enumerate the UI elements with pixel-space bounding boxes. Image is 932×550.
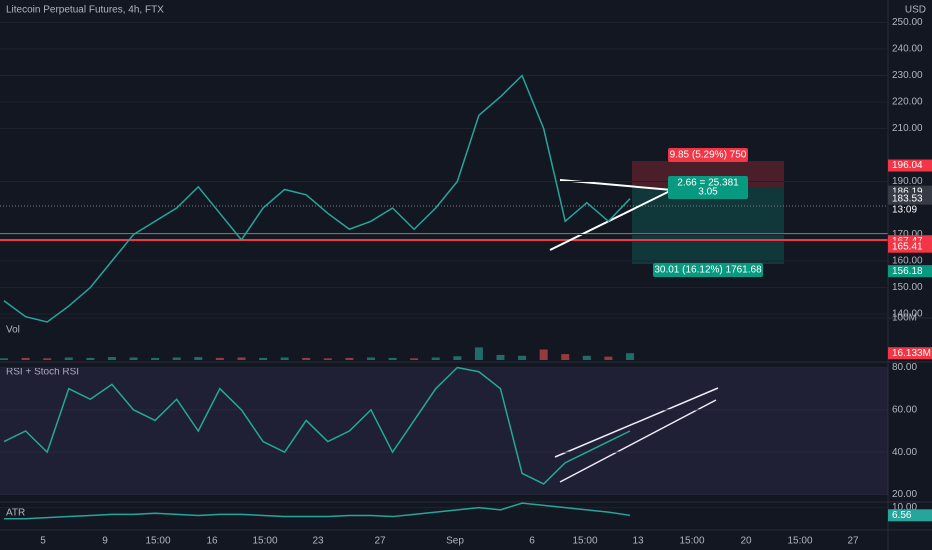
x-tick-label: 6 <box>529 536 535 547</box>
volume-title: Vol <box>6 325 20 336</box>
x-tick-label: 20 <box>740 536 752 547</box>
volume-bar <box>604 356 613 360</box>
volume-bar <box>474 347 483 360</box>
annotation: 9.85 (5.29%) 750 <box>670 150 747 161</box>
volume-label-bg <box>888 347 932 360</box>
price-label: 183.53 <box>892 193 923 204</box>
volume-bar <box>453 356 462 360</box>
y-tick-label: 190.00 <box>892 176 923 187</box>
x-tick-label: 15:00 <box>679 536 704 547</box>
volume-bar <box>86 357 95 360</box>
x-tick-label: 16 <box>206 536 218 547</box>
volume-bar <box>129 357 138 360</box>
volume-bar <box>518 355 527 360</box>
volume-label: 16.133M <box>892 348 931 359</box>
y-tick-label: 40.00 <box>892 447 917 458</box>
volume-bar <box>0 358 8 360</box>
chart-title: Litecoin Perpetual Futures, 4h, FTX <box>6 5 164 16</box>
volume-bar <box>302 357 311 360</box>
y-tick-label: 10.00 <box>892 502 917 513</box>
volume-bar <box>194 357 203 360</box>
volume-bar <box>237 357 246 360</box>
volume-bar <box>388 357 397 360</box>
rsi-title: RSI + Stoch RSI <box>6 367 79 378</box>
y-tick-label: 140.00 <box>892 309 923 320</box>
y-tick-label: 160.00 <box>892 256 923 267</box>
volume-bar <box>582 355 591 360</box>
channel-line <box>554 387 719 458</box>
volume-bar <box>345 357 354 360</box>
volume-bar <box>259 357 268 360</box>
annotation: 3.05 <box>698 187 718 198</box>
trend-line <box>549 189 673 251</box>
volume-bar <box>64 357 73 360</box>
y-tick-label: 80.00 <box>892 362 917 373</box>
y-tick-label: 170.00 <box>892 229 923 240</box>
volume-bar <box>107 357 116 360</box>
rsi-line <box>3 366 631 485</box>
volume-bar <box>410 358 419 360</box>
x-tick-label: 27 <box>847 536 859 547</box>
x-tick-label: 15:00 <box>572 536 597 547</box>
price-label-bg <box>888 240 932 253</box>
price-label: 186.19 <box>892 186 923 197</box>
volume-bar <box>561 354 570 360</box>
volume-bar <box>280 357 289 360</box>
annotation: 2.66 = 25.381 <box>677 178 739 189</box>
x-tick-label: 27 <box>374 536 386 547</box>
x-tick-label: 13 <box>632 536 644 547</box>
price-label: 156.18 <box>892 266 923 277</box>
volume-bar <box>496 354 505 360</box>
atr-label: 6.56 <box>892 510 912 521</box>
atr-label-bg <box>888 509 932 522</box>
currency: USD <box>905 5 926 16</box>
y-tick-label: 100M <box>892 313 917 324</box>
annotation-bg <box>668 176 748 199</box>
target-zone <box>632 188 784 264</box>
volume-bar <box>43 358 52 360</box>
y-tick-label: 240.00 <box>892 44 923 55</box>
channel-line <box>559 399 717 483</box>
x-tick-label: 15:00 <box>145 536 170 547</box>
volume-bar <box>366 357 375 360</box>
price-label-bg <box>888 192 932 205</box>
atr-line <box>4 502 631 520</box>
annotation-bg <box>653 263 763 277</box>
volume-bar <box>172 357 181 360</box>
volume-bar <box>21 357 30 360</box>
x-tick-label: 9 <box>102 536 108 547</box>
volume-bar <box>323 358 332 360</box>
countdown: 13:09 <box>892 204 917 215</box>
price-label-bg <box>888 265 932 278</box>
volume-bar <box>539 349 548 360</box>
x-tick-label: 15:00 <box>252 536 277 547</box>
price-label: 196.04 <box>892 160 923 171</box>
y-tick-label: 250.00 <box>892 17 923 28</box>
y-tick-label: 20.00 <box>892 489 917 500</box>
x-tick-label: 5 <box>40 536 46 547</box>
volume-bar <box>151 357 160 360</box>
x-tick-label: 15:00 <box>787 536 812 547</box>
price-label-bg <box>888 159 932 172</box>
rsi-band <box>0 367 888 495</box>
volume-bar <box>626 353 634 360</box>
y-tick-label: 230.00 <box>892 70 923 81</box>
price-line-series <box>3 74 631 323</box>
y-tick-label: 150.00 <box>892 282 923 293</box>
x-tick-label: 23 <box>312 536 324 547</box>
volume-bar <box>215 357 224 360</box>
y-tick-label: 220.00 <box>892 97 923 108</box>
x-tick-label: Sep <box>446 536 464 547</box>
y-tick-label: 60.00 <box>892 404 917 415</box>
volume-bar <box>431 357 440 360</box>
atr-title: ATR <box>6 508 25 519</box>
annotation: 30.01 (16.12%) 1761.68 <box>654 265 762 276</box>
y-tick-label: 210.00 <box>892 123 923 134</box>
annotation-bg <box>668 148 748 162</box>
price-label: 165.41 <box>892 241 923 252</box>
